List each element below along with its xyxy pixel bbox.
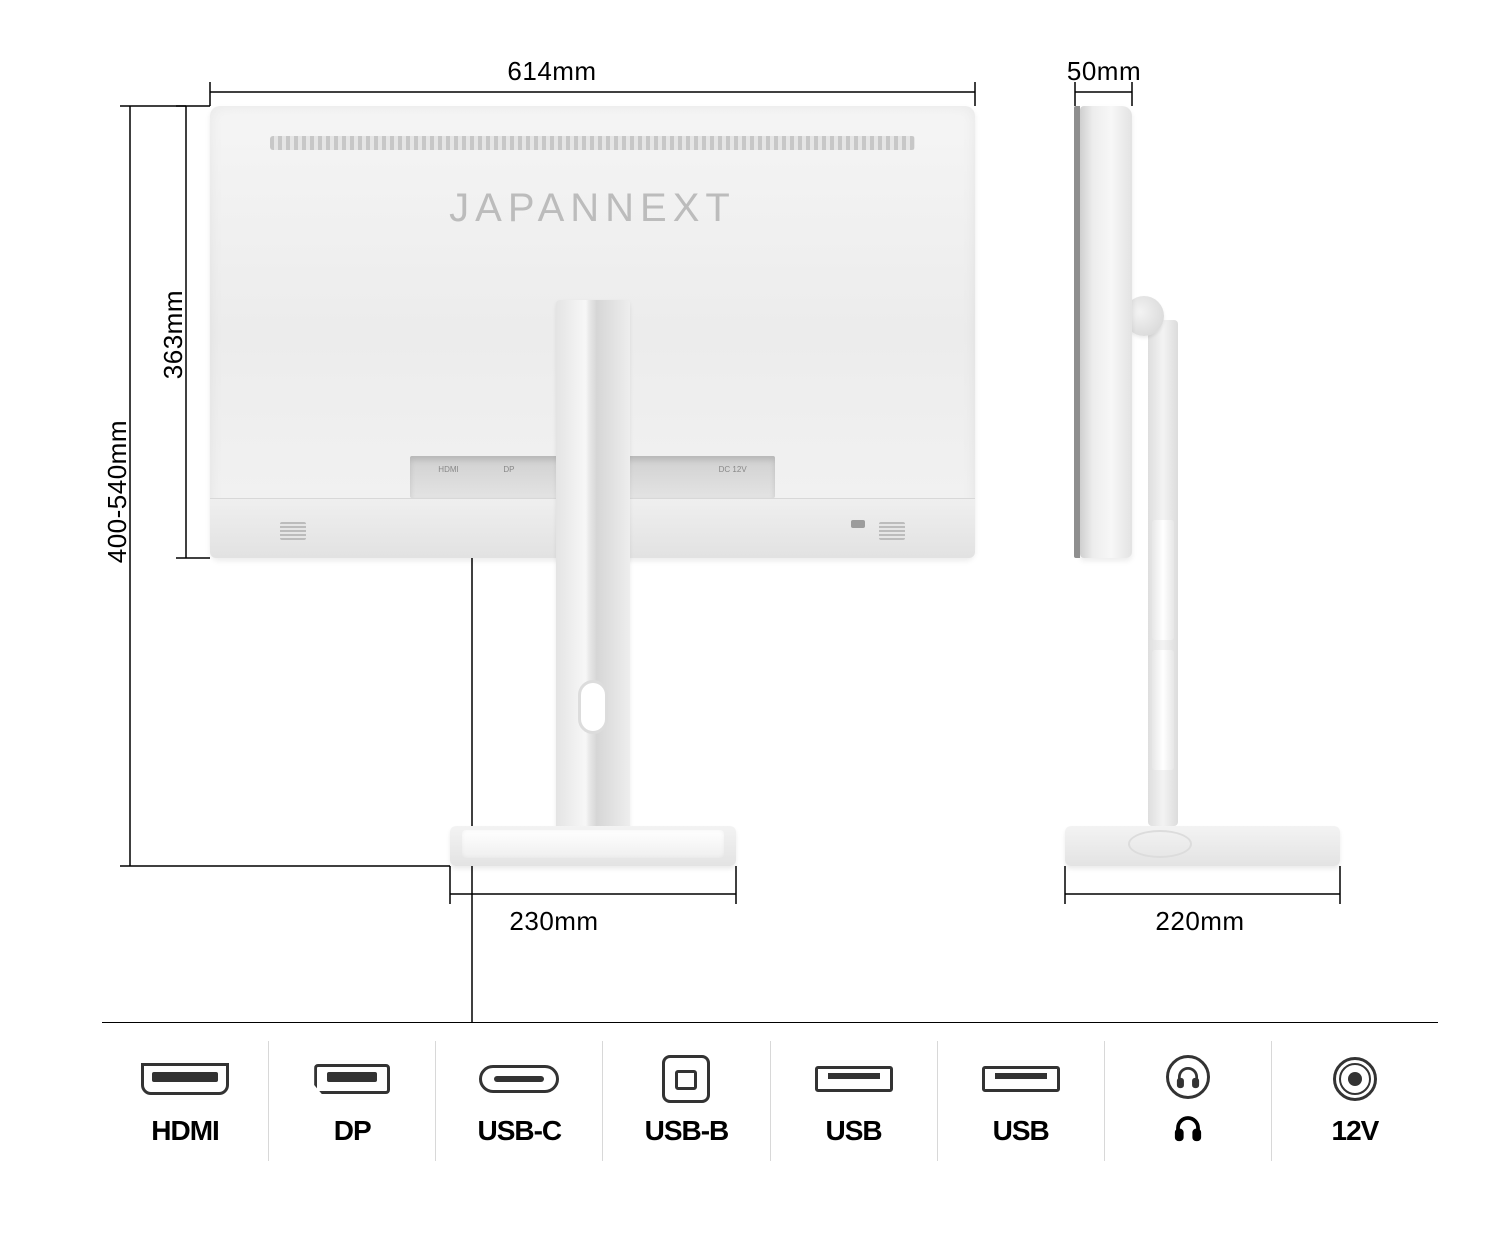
dp-icon: [306, 1055, 398, 1103]
port-dc: 12V: [1272, 1041, 1438, 1161]
port-dp: DP: [269, 1041, 436, 1161]
port-dc-label: 12V: [1332, 1115, 1379, 1147]
dim-base-width-label: 230mm: [509, 906, 598, 937]
rear-vent-grille: [270, 136, 915, 150]
dim-width-label: 614mm: [507, 56, 596, 87]
hdmi-icon: [139, 1055, 231, 1103]
dim-side-thickness-label: 50mm: [1067, 56, 1141, 87]
brand-logo: JAPANNEXT: [210, 186, 975, 231]
dim-panel-height-label: 363mm: [158, 290, 189, 379]
side-base-swivel-ring-icon: [1128, 830, 1192, 858]
side-monitor-panel: [1080, 106, 1132, 558]
port-hdmi-label: HDMI: [151, 1115, 219, 1147]
rear-stand-neck: [556, 300, 630, 840]
rear-stand-base-top: [462, 830, 724, 858]
cable-passthrough-icon: [578, 680, 608, 734]
kensington-lock-icon: [851, 520, 865, 528]
usbb-icon: [640, 1055, 732, 1103]
headphone-icon: [1142, 1053, 1234, 1101]
port-dp-label: DP: [334, 1115, 371, 1147]
side-stand-base: [1065, 826, 1340, 866]
port-callout-strip: HDMI DP USB-C USB-B USB USB 12V: [102, 1022, 1438, 1172]
rear-speaker-left-icon: [280, 522, 306, 540]
port-usbb-label: USB-B: [645, 1115, 729, 1147]
dc-icon: [1309, 1055, 1401, 1103]
dim-total-height-label: 400-540mm: [102, 420, 133, 563]
port-usb1-label: USB: [826, 1115, 882, 1147]
port-usbb: USB-B: [603, 1041, 770, 1161]
rear-speaker-right-icon: [879, 522, 905, 540]
port-usb2-label: USB: [993, 1115, 1049, 1147]
usb-icon: [808, 1055, 900, 1103]
port-usbc: USB-C: [436, 1041, 603, 1161]
port-audio: [1105, 1041, 1272, 1161]
side-stand-neck: [1148, 320, 1178, 826]
port-usb2: USB: [938, 1041, 1105, 1161]
usb-icon: [975, 1055, 1067, 1103]
dim-base-depth-label: 220mm: [1155, 906, 1244, 937]
port-usbc-label: USB-C: [477, 1115, 561, 1147]
port-audio-label: [1173, 1113, 1203, 1150]
port-hdmi: HDMI: [102, 1041, 269, 1161]
port-usb1: USB: [771, 1041, 938, 1161]
usbc-icon: [473, 1055, 565, 1103]
